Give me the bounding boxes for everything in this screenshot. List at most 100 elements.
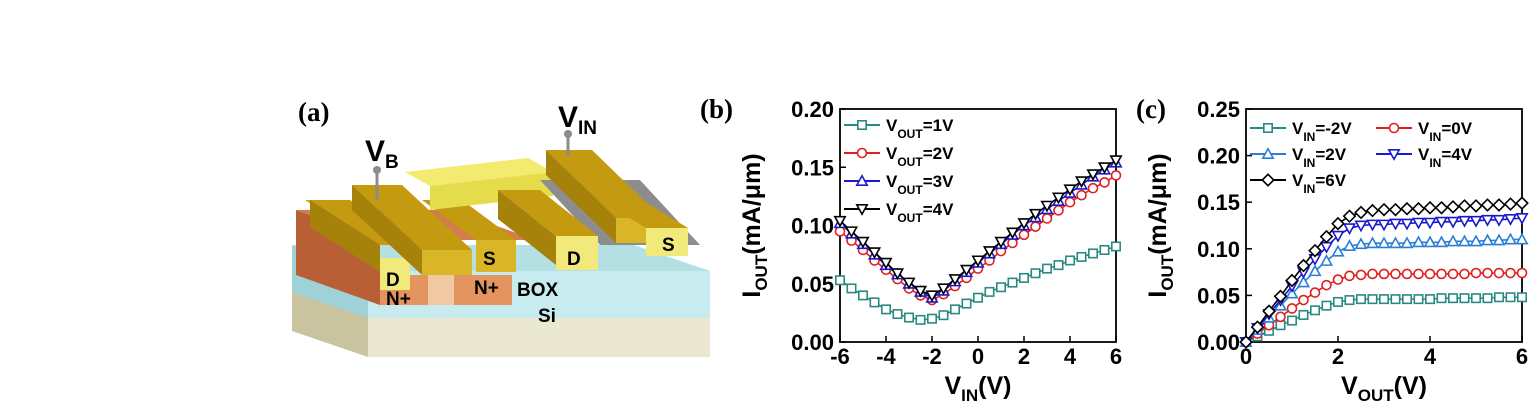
- left-gate-stack-2-side: [352, 185, 422, 275]
- data-point: [1411, 217, 1426, 230]
- data-point: [1111, 241, 1122, 252]
- legend-marker: [856, 120, 867, 131]
- y-tick-label: 0.20: [791, 97, 834, 122]
- data-point: [1097, 162, 1112, 175]
- data-point: [1424, 268, 1436, 280]
- vb-probe-tip: [373, 166, 381, 174]
- data-point: [1018, 272, 1029, 283]
- left-d-label: D: [386, 270, 400, 291]
- data-point: [1286, 303, 1298, 314]
- data-point: [1492, 214, 1506, 227]
- data-point: [1400, 218, 1414, 231]
- data-point: [1310, 305, 1321, 316]
- data-point: [1367, 268, 1378, 280]
- data-point: [1378, 268, 1390, 280]
- data-point: [1017, 218, 1031, 231]
- data-point: [1007, 277, 1018, 288]
- data-point: [1354, 220, 1368, 233]
- data-point: [1319, 229, 1334, 244]
- left-gate-stack-3-front: [476, 240, 516, 272]
- data-point: [1494, 292, 1505, 303]
- data-point: [1262, 304, 1276, 319]
- data-point: [961, 298, 972, 309]
- y-tick-label: 0.10: [791, 214, 834, 239]
- data-point: [1321, 279, 1332, 291]
- data-point: [1110, 170, 1122, 181]
- data-point: [1287, 315, 1298, 326]
- data-point: [1076, 189, 1087, 201]
- data-point: [1457, 215, 1472, 228]
- x-tick-label: 2: [1018, 344, 1030, 369]
- data-point: [1365, 236, 1380, 249]
- series-4: [833, 155, 1123, 303]
- series-1: [1241, 292, 1528, 347]
- data-point: [1411, 235, 1426, 248]
- data-point: [1063, 184, 1077, 197]
- legend-label: VIN=0V: [1418, 119, 1473, 144]
- data-point: [1354, 237, 1368, 250]
- middle-gate-front: [430, 172, 553, 210]
- right-source-contact-front: [646, 228, 688, 256]
- data-point: [867, 247, 882, 260]
- data-point: [1275, 311, 1286, 323]
- data-point: [1377, 236, 1391, 249]
- data-point: [846, 283, 857, 294]
- data-point: [833, 215, 847, 228]
- x-axis-title: VOUT(V): [1341, 372, 1427, 405]
- data-point: [1469, 199, 1483, 213]
- data-point: [984, 286, 995, 297]
- legend: VOUT=1V VOUT=2V VOUT=3V VOUT=4V: [844, 116, 954, 225]
- data-point: [1401, 268, 1413, 280]
- plot-frame: [1245, 108, 1523, 343]
- data-point: [1296, 258, 1311, 273]
- data-point: [1099, 177, 1110, 188]
- legend-marker: [855, 204, 869, 216]
- data-point: [1517, 292, 1528, 303]
- data-point: [1505, 267, 1516, 279]
- x-tick-label: 2: [1332, 344, 1344, 369]
- data-point: [844, 226, 859, 239]
- data-point: [1469, 234, 1483, 247]
- chart-c: 0 2 4 6 0.00 0.05 0.10 0.15 0.20 0.25 VOUT(V) IOUT(…: [1144, 97, 1529, 405]
- data-point: [1239, 335, 1253, 349]
- panel-label-b: (b): [700, 94, 733, 124]
- left-gate-stack-3-top: [422, 200, 516, 240]
- data-point: [1331, 244, 1345, 257]
- data-point: [1074, 176, 1089, 189]
- data-point: [1298, 294, 1309, 306]
- data-point: [1344, 270, 1355, 282]
- data-point: [1448, 293, 1459, 304]
- x-tick-label: -2: [922, 344, 942, 369]
- legend-label: VOUT=2V: [886, 144, 954, 169]
- legend-label: VOUT=1V: [886, 116, 954, 141]
- box-label: BOX: [517, 280, 559, 301]
- data-point: [903, 312, 914, 323]
- data-point: [1342, 209, 1357, 224]
- y-tick-label: 0.15: [1197, 190, 1240, 215]
- data-point: [834, 275, 845, 286]
- data-point: [1040, 200, 1054, 213]
- data-point: [1388, 218, 1403, 231]
- data-point: [948, 274, 962, 286]
- left-gate-stack-2-front: [422, 250, 472, 275]
- data-point: [936, 283, 951, 296]
- data-point: [1505, 292, 1516, 303]
- data-point: [1053, 205, 1064, 216]
- vin-label: VIN: [558, 101, 597, 139]
- x-tick-label: 4: [1064, 344, 1077, 369]
- right-s-label: S: [662, 235, 675, 256]
- data-point: [1503, 232, 1518, 245]
- data-point: [1064, 196, 1076, 208]
- y-tick-label: 0.00: [1197, 330, 1240, 355]
- data-point: [892, 309, 903, 320]
- legend-marker: [1261, 173, 1275, 187]
- data-point: [1275, 320, 1286, 331]
- channel-region: [428, 275, 454, 305]
- data-point: [1030, 268, 1041, 279]
- series-line: [839, 159, 1117, 297]
- data-point: [1087, 182, 1099, 194]
- data-point: [1482, 293, 1493, 304]
- right-drain-contact-side: [498, 190, 556, 265]
- data-point: [1423, 235, 1437, 248]
